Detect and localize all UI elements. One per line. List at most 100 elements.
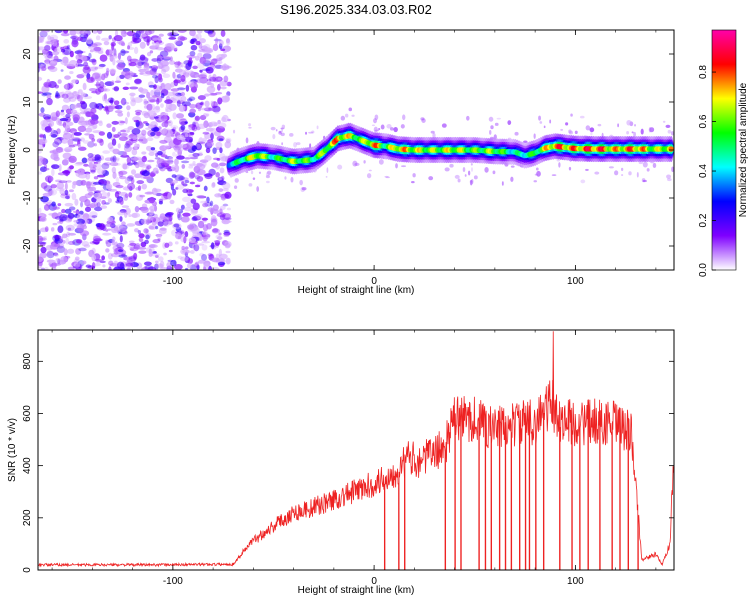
noise-blob bbox=[171, 174, 177, 178]
noise-blob bbox=[115, 224, 124, 230]
noise-blob bbox=[186, 201, 194, 208]
noise-blob bbox=[65, 224, 75, 232]
noise-blob bbox=[523, 140, 528, 144]
noise-blob bbox=[64, 125, 71, 132]
colorbar: 0.0 0.2 0.4 0.6 0.8 Normalized spectral ampl… bbox=[698, 29, 749, 277]
noise-blob bbox=[128, 192, 133, 198]
noise-blob bbox=[99, 223, 105, 230]
noise-blob bbox=[102, 150, 111, 154]
noise-blob bbox=[112, 53, 118, 57]
noise-blob bbox=[420, 117, 425, 121]
noise-blob bbox=[40, 196, 49, 203]
noise-blob bbox=[42, 192, 52, 197]
noise-blob bbox=[126, 267, 132, 270]
noise-blob bbox=[67, 82, 74, 89]
noise-blob bbox=[88, 87, 97, 92]
noise-blob bbox=[91, 138, 96, 142]
noise-blob bbox=[155, 41, 160, 48]
noise-blob bbox=[60, 91, 66, 97]
noise-blob bbox=[76, 36, 84, 41]
noise-blob bbox=[75, 161, 85, 165]
noise-blob bbox=[111, 120, 119, 125]
noise-blob bbox=[560, 128, 564, 131]
noise-blob bbox=[121, 230, 128, 235]
noise-blob bbox=[68, 155, 77, 164]
noise-blob bbox=[280, 132, 285, 137]
noise-blob bbox=[131, 148, 138, 156]
noise-blob bbox=[215, 234, 221, 240]
noise-blob bbox=[172, 71, 176, 79]
noise-blob bbox=[153, 116, 159, 119]
noise-blob bbox=[64, 182, 68, 191]
noise-blob bbox=[163, 145, 171, 150]
noise-blob bbox=[53, 253, 59, 257]
noise-blob bbox=[44, 167, 50, 171]
noise-blob bbox=[278, 130, 282, 135]
noise-blob bbox=[120, 30, 125, 36]
noise-blob bbox=[111, 126, 116, 133]
noise-blob bbox=[149, 50, 154, 54]
noise-blob bbox=[162, 128, 168, 134]
noise-blob bbox=[71, 40, 79, 48]
noise-blob bbox=[301, 187, 307, 191]
noise-blob bbox=[224, 191, 232, 199]
noise-blob bbox=[217, 119, 221, 125]
noise-blob bbox=[380, 124, 385, 130]
noise-blob bbox=[89, 211, 98, 219]
noise-blob bbox=[178, 117, 187, 121]
noise-blob bbox=[308, 131, 314, 134]
noise-blob bbox=[154, 254, 159, 258]
noise-blob bbox=[245, 137, 249, 144]
noise-blob bbox=[177, 213, 182, 221]
noise-blob bbox=[61, 93, 69, 99]
noise-blob bbox=[64, 189, 69, 196]
noise-blob bbox=[152, 74, 159, 79]
noise-blob bbox=[94, 154, 101, 161]
snr-frame bbox=[37, 329, 675, 571]
noise-blob bbox=[43, 62, 52, 68]
noise-blob bbox=[110, 41, 116, 47]
noise-blob bbox=[41, 65, 47, 71]
noise-blob bbox=[220, 30, 226, 37]
noise-blob bbox=[91, 72, 101, 80]
noise-blob bbox=[114, 80, 122, 84]
noise-blob bbox=[411, 181, 415, 184]
noise-blob bbox=[85, 172, 91, 180]
noise-blob bbox=[107, 198, 112, 203]
noise-blob bbox=[109, 68, 117, 74]
noise-blob bbox=[50, 60, 58, 64]
noise-blob bbox=[188, 163, 197, 167]
noise-blob bbox=[157, 221, 164, 227]
noise-blob bbox=[103, 41, 110, 46]
noise-blob bbox=[93, 143, 97, 147]
noise-blob bbox=[667, 129, 672, 134]
noise-blob bbox=[199, 56, 207, 65]
noise-blob bbox=[626, 119, 632, 126]
noise-blob bbox=[98, 63, 106, 68]
noise-blob bbox=[186, 54, 196, 59]
noise-blob bbox=[225, 220, 232, 223]
noise-blob bbox=[470, 163, 473, 166]
noise-blob bbox=[218, 138, 224, 141]
noise-blob bbox=[225, 257, 231, 265]
noise-blob bbox=[130, 94, 135, 101]
noise-blob bbox=[208, 107, 212, 111]
noise-blob bbox=[170, 179, 179, 184]
noise-blob bbox=[130, 177, 135, 184]
noise-blob bbox=[51, 40, 58, 47]
noise-blob bbox=[248, 183, 253, 187]
noise-blob bbox=[179, 36, 188, 41]
noise-blob bbox=[217, 261, 226, 266]
noise-blob bbox=[543, 125, 546, 129]
spectrogram-x-axis-label: Height of straight line (km) bbox=[298, 285, 415, 296]
noise-blob bbox=[63, 30, 69, 34]
noise-blob bbox=[199, 252, 205, 257]
noise-blob bbox=[222, 65, 227, 71]
noise-blob bbox=[648, 127, 652, 133]
noise-blob bbox=[444, 167, 450, 172]
noise-blob bbox=[189, 50, 196, 57]
noise-blob bbox=[176, 86, 185, 92]
noise-blob bbox=[167, 168, 173, 172]
noise-blob bbox=[69, 50, 74, 58]
noise-blob bbox=[156, 54, 164, 62]
